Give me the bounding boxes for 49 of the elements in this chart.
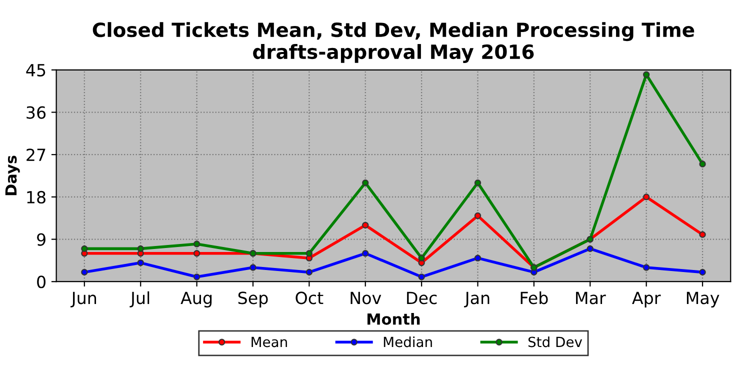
point (699, 268, 706, 276)
x-tick-label: Apr (632, 292, 661, 308)
x-tick-label: Feb (520, 291, 548, 304)
x-tick-label: Jan (464, 292, 490, 308)
point (193, 274, 200, 280)
y-tick-label: 9 (37, 233, 46, 246)
x-tick-label: Dec (407, 292, 437, 304)
legend-label: Median (384, 336, 432, 348)
point (418, 254, 425, 262)
point (643, 264, 650, 271)
point (418, 274, 425, 280)
point (362, 222, 369, 228)
legend-label: Mean (252, 336, 287, 348)
x-axis-title: Month (368, 313, 420, 325)
x-tick-label: Aug (180, 292, 212, 308)
point (306, 250, 313, 257)
point (643, 71, 650, 78)
x-tick-label: Jul (130, 291, 150, 308)
x-tick-label: May (686, 292, 720, 308)
y-tick-label: 45 (26, 64, 46, 76)
y-tick-label: 18 (27, 190, 46, 204)
y-tick-label: 0 (37, 276, 46, 288)
legend-label: Std Dev (528, 336, 582, 348)
point (137, 259, 144, 266)
chart-title: Closed Tickets Mean, Std Dev, Median Processing Time drafts-approval May 2016 (92, 22, 694, 64)
point (474, 179, 482, 186)
point (699, 160, 706, 168)
x-tick-label: Oct (296, 292, 324, 304)
point (193, 240, 200, 248)
x-tick-label: Jun (70, 292, 96, 308)
point (643, 194, 650, 200)
point (250, 264, 256, 271)
point (474, 212, 482, 220)
point (306, 268, 313, 276)
x-tick-label: Mar (576, 292, 606, 304)
point (193, 250, 200, 257)
x-tick-label: Nov (350, 292, 382, 304)
point (137, 245, 144, 252)
x-tick-label: Sep (238, 292, 268, 308)
point (699, 231, 706, 238)
y-axis-title: Days (5, 156, 20, 196)
point (586, 245, 594, 252)
y-tick-label: 27 (26, 148, 46, 161)
point (81, 268, 88, 276)
point (474, 254, 482, 262)
point (362, 250, 369, 257)
y-tick-label: 36 (26, 106, 46, 119)
point (81, 245, 88, 252)
point (362, 179, 369, 186)
